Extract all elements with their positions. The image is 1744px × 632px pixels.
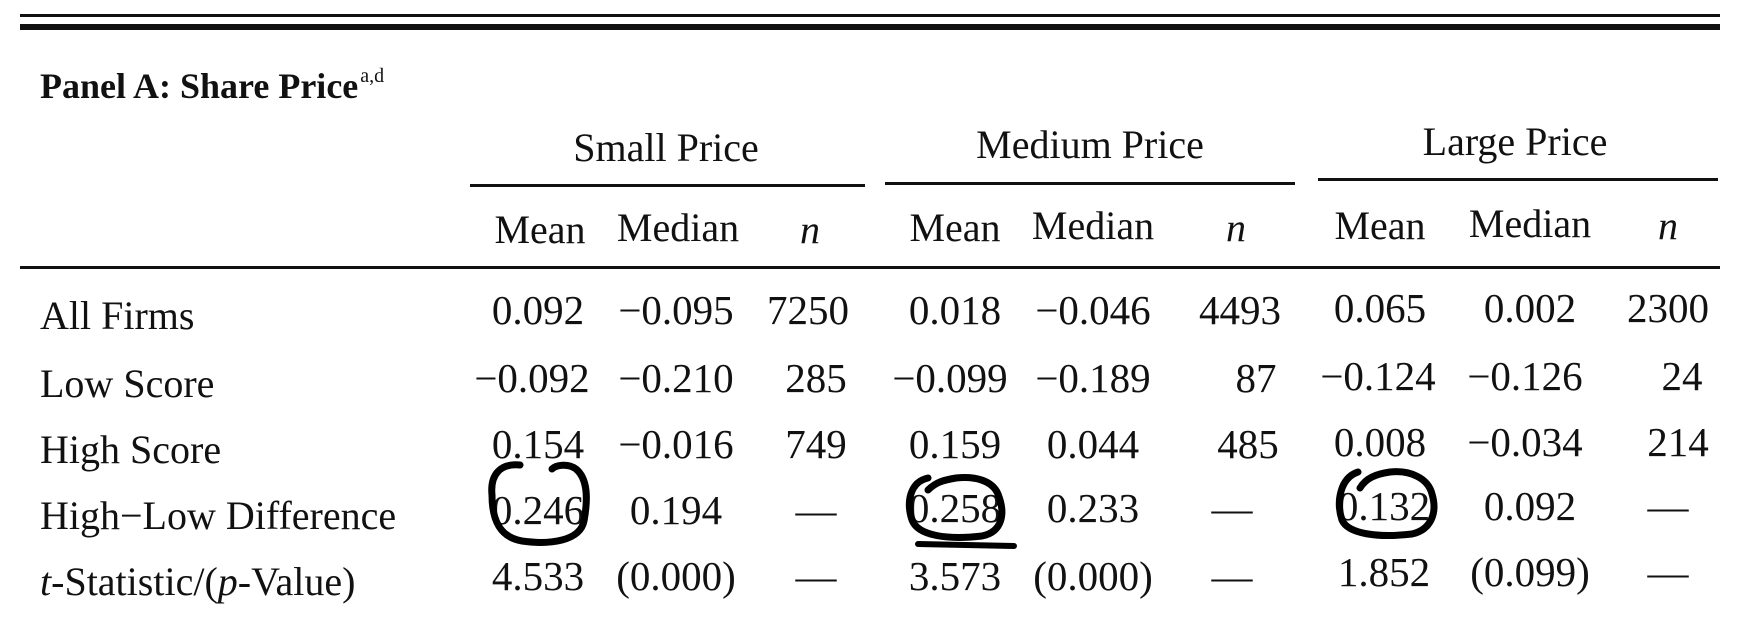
label-part-value: -Value) — [237, 559, 356, 604]
cell-tstat-large-mean: 1.852 — [1337, 549, 1431, 595]
cell-diff-medium-mean: 0.258 — [908, 485, 1002, 531]
cell-low-score-small-n: 285 — [785, 355, 847, 401]
panel-title-text: Panel A: Share Price — [40, 66, 359, 106]
group-rule-medium — [885, 182, 1295, 185]
subheader-n-large: n — [1658, 203, 1678, 248]
cell-high-score-medium-mean: 0.159 — [908, 421, 1002, 467]
subheader-median-large: Median — [1468, 201, 1592, 246]
cell-low-score-medium-n: 87 — [1235, 355, 1277, 401]
cell-high-score-medium-median: 0.044 — [1046, 421, 1140, 467]
cell-high-score-large-n: 214 — [1647, 419, 1709, 465]
cell-tstat-small-median: (0.000) — [616, 553, 736, 599]
cell-tstat-large-median: (0.099) — [1470, 549, 1590, 595]
ink-annotation-circle-small — [488, 461, 590, 546]
cell-all-firms-medium-median: −0.046 — [1035, 287, 1151, 333]
subheader-mean-medium: Mean — [909, 205, 1001, 250]
row-label-all-firms: All Firms — [40, 293, 195, 338]
group-rule-small — [470, 184, 865, 187]
cell-low-score-medium-mean: −0.099 — [892, 355, 1008, 401]
cell-high-score-small-mean: 0.154 — [491, 421, 585, 467]
cell-diff-small-median: 0.194 — [629, 487, 723, 533]
header-bottom-rule — [20, 266, 1720, 269]
cell-high-score-large-median: −0.034 — [1467, 419, 1583, 465]
group-header-large-price: Large Price — [1422, 119, 1608, 164]
cell-low-score-large-mean: −0.124 — [1320, 353, 1436, 399]
subheader-median-small: Median — [616, 205, 740, 250]
ink-annotation-circle-large — [1335, 468, 1438, 539]
label-part-statistic: -Statistic/( — [51, 559, 218, 604]
cell-tstat-small-mean: 4.533 — [491, 553, 585, 599]
cell-all-firms-small-mean: 0.092 — [491, 287, 585, 333]
cell-high-score-medium-n: 485 — [1217, 421, 1279, 467]
subheader-n-medium: n — [1226, 205, 1246, 250]
cell-tstat-medium-mean: 3.573 — [908, 553, 1002, 599]
row-label-high-score: High Score — [40, 427, 222, 472]
label-part-p: p — [217, 559, 238, 604]
cell-diff-small-n: — — [795, 487, 837, 533]
cell-diff-large-n: — — [1647, 483, 1689, 529]
subheader-mean-large: Mean — [1334, 203, 1426, 248]
ink-annotation-circle-medium — [905, 474, 1017, 549]
cell-tstat-medium-n: — — [1211, 553, 1253, 599]
group-header-small-price: Small Price — [573, 125, 759, 170]
cell-high-score-small-n: 749 — [785, 421, 847, 467]
group-header-medium-price: Medium Price — [976, 122, 1204, 167]
cell-low-score-large-median: −0.126 — [1467, 353, 1583, 399]
cell-diff-large-median: 0.092 — [1483, 483, 1577, 529]
cell-high-score-large-mean: 0.008 — [1333, 419, 1427, 465]
cell-tstat-small-n: — — [795, 553, 837, 599]
subheader-mean-small: Mean — [494, 207, 586, 252]
cell-all-firms-medium-n: 4493 — [1199, 287, 1281, 333]
cell-all-firms-medium-mean: 0.018 — [908, 287, 1002, 333]
cell-low-score-small-mean: −0.092 — [474, 355, 590, 401]
cell-tstat-large-n: — — [1647, 549, 1689, 595]
cell-diff-medium-median: 0.233 — [1046, 485, 1140, 531]
cell-tstat-medium-median: (0.000) — [1033, 553, 1153, 599]
cell-low-score-large-n: 24 — [1661, 353, 1703, 399]
subheader-median-medium: Median — [1031, 203, 1155, 248]
row-label-t-statistic: t-Statistic/(p-Value) — [40, 562, 355, 602]
label-part-t: t — [40, 559, 52, 604]
panel-title-superscript: a,d — [360, 65, 385, 87]
panel-title: Panel A: Share Price a,d — [40, 66, 384, 104]
cell-diff-medium-n: — — [1211, 485, 1253, 531]
cell-all-firms-large-n: 2300 — [1627, 285, 1709, 331]
cell-diff-large-mean: 0.132 — [1337, 483, 1431, 529]
row-label-high-low-difference: High−Low Difference — [40, 493, 397, 538]
top-rule-thin — [20, 14, 1720, 17]
cell-all-firms-small-n: 7250 — [767, 287, 849, 333]
group-rule-large — [1318, 178, 1718, 181]
cell-low-score-medium-median: −0.189 — [1035, 355, 1151, 401]
cell-all-firms-large-mean: 0.065 — [1333, 285, 1427, 331]
top-rule-thick — [20, 24, 1720, 30]
subheader-n-small: n — [800, 207, 820, 252]
cell-low-score-small-median: −0.210 — [618, 355, 734, 401]
row-label-low-score: Low Score — [40, 361, 215, 406]
cell-high-score-small-median: −0.016 — [618, 421, 734, 467]
cell-diff-small-mean: 0.246 — [491, 487, 585, 533]
cell-all-firms-large-median: 0.002 — [1483, 285, 1577, 331]
cell-all-firms-small-median: −0.095 — [618, 287, 734, 333]
